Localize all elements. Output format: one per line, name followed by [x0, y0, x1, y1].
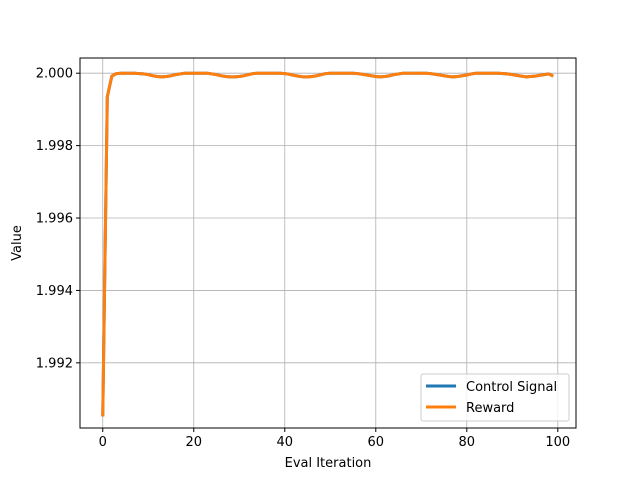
y-tick-label: 1.992 — [36, 356, 73, 371]
x-tick-label: 20 — [185, 435, 202, 450]
x-tick-label: 60 — [368, 435, 385, 450]
x-tick-label: 0 — [99, 435, 107, 450]
plot-area-frame — [79, 57, 577, 429]
x-axis-label: Eval Iteration — [285, 456, 372, 471]
y-tick-label: 1.998 — [36, 139, 73, 154]
axis-ticks: 0 20 40 60 80 100 1.992 1.994 1.996 1.998 2.000 — [36, 67, 570, 450]
x-tick-label: 40 — [276, 435, 293, 450]
x-tick-label: 80 — [459, 435, 476, 450]
y-tick-label: 1.994 — [36, 284, 73, 299]
y-axis-label: Value — [10, 225, 25, 261]
legend: Control Signal Reward — [420, 373, 570, 422]
series-line-reward — [101, 71, 554, 417]
legend-box — [420, 373, 570, 422]
legend-label-control-signal: Control Signal — [466, 380, 557, 395]
y-tick-label: 1.996 — [36, 212, 73, 227]
y-tick-label: 2.000 — [36, 67, 73, 82]
legend-label-reward: Reward — [466, 401, 514, 416]
plot-lines — [101, 71, 554, 417]
x-tick-label: 100 — [545, 435, 570, 450]
